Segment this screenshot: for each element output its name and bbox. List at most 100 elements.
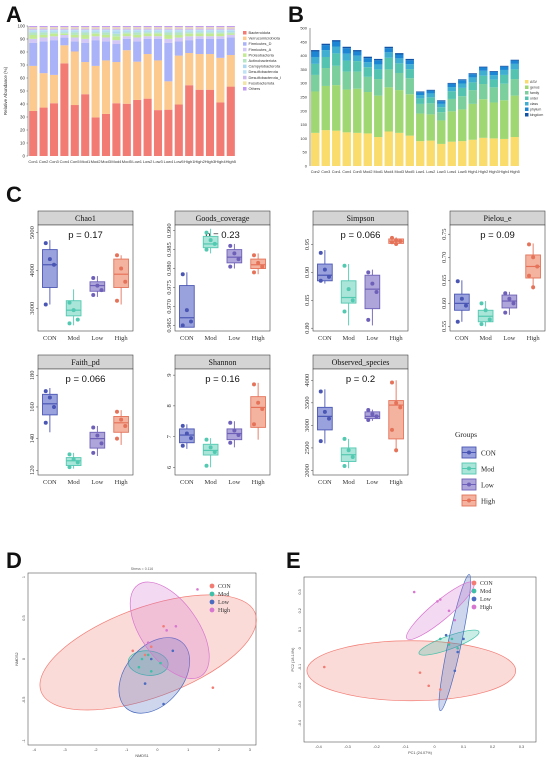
x-tick-label: Mod	[204, 335, 217, 342]
bar-segment	[81, 26, 90, 28]
bar-segment	[321, 130, 330, 166]
data-point	[67, 300, 72, 305]
p-value-label: p = 0.16	[205, 374, 240, 385]
bar-segment	[342, 89, 351, 133]
panel-letter-e: E	[286, 548, 301, 573]
bar-segment	[101, 27, 111, 29]
bar-segment	[112, 44, 121, 63]
data-point	[459, 296, 464, 301]
bar-segment	[216, 57, 225, 103]
y-tick-label: 350	[300, 67, 307, 72]
confidence-ellipse	[39, 594, 257, 711]
bar-segment	[510, 59, 519, 61]
bar-segment	[216, 28, 225, 30]
x-tick-label: Low	[91, 335, 103, 342]
bar-segment	[122, 32, 131, 34]
legend-label: Actinobacteriota	[249, 58, 278, 63]
panel-a-stacked-bar-chart: Relative Abundance (%) 0 10 20 30 40 50 60 70 80 9…	[3, 24, 281, 165]
data-point	[260, 406, 265, 411]
p-value-label: p = 0.17	[68, 230, 103, 241]
bar-segment	[500, 100, 509, 139]
legend-marker	[471, 580, 477, 586]
y-tick-label: 400	[300, 53, 307, 58]
bar-segment	[133, 32, 142, 35]
legend-label: Verrucomicrobiota	[249, 36, 281, 41]
data-point	[447, 609, 451, 613]
legend-swatch	[243, 31, 247, 35]
legend-label: High	[218, 608, 230, 614]
bar-segment	[363, 92, 372, 134]
y-tick-label: 450	[300, 39, 307, 44]
bar-segment	[332, 85, 341, 131]
bar-segment	[426, 89, 435, 91]
bar-segment	[374, 58, 383, 61]
bar-segment	[91, 65, 100, 118]
bar-segment	[321, 45, 330, 51]
x-tick-label: High1	[468, 170, 478, 174]
legend-label: CON	[481, 450, 496, 458]
bar-segment	[91, 33, 100, 37]
bar-segment	[91, 36, 100, 41]
data-point	[370, 281, 375, 286]
bar-segment	[133, 26, 142, 28]
x-tick-label: 0.3	[519, 745, 524, 749]
data-point	[47, 257, 52, 262]
data-point	[346, 448, 351, 453]
y-tick-label: 0.60	[441, 298, 448, 309]
bar-segment	[185, 53, 194, 86]
bar-segment	[49, 26, 59, 28]
x-tick-label: 0.2	[490, 745, 495, 749]
facet-title: Shannon	[209, 358, 237, 367]
bar-segment	[458, 83, 467, 88]
y-tick-label: 2500	[304, 441, 311, 454]
bar-segment	[60, 35, 69, 38]
bar-segment	[101, 28, 111, 30]
data-point	[180, 272, 185, 277]
bar-segment	[437, 112, 446, 121]
data-point	[366, 417, 371, 422]
bar-segment	[49, 29, 59, 32]
data-point	[366, 408, 371, 413]
x-tick-label: High	[252, 335, 266, 342]
bar-segment	[164, 26, 173, 28]
confidence-ellipse	[129, 581, 210, 679]
bar-segment	[395, 72, 404, 91]
x-tick-label: Mod4	[111, 159, 122, 164]
bar-segment	[174, 29, 183, 32]
data-point	[115, 253, 120, 258]
y-tick-label: 140	[29, 434, 36, 444]
x-tick-label: 2	[218, 748, 220, 752]
data-point	[99, 441, 104, 446]
data-point	[412, 590, 416, 594]
bar-segment	[311, 63, 320, 75]
p-value-label: p = 0.2	[346, 374, 375, 385]
data-point	[180, 423, 185, 428]
data-point	[326, 416, 331, 421]
bar-segment	[374, 60, 383, 65]
bar-segment	[395, 54, 404, 59]
bar-segment	[153, 29, 163, 32]
data-point	[95, 283, 100, 288]
bar-segment	[81, 35, 90, 39]
bar-segment	[321, 85, 330, 131]
bar-segment	[332, 53, 341, 66]
bar-segment	[49, 36, 59, 41]
bar-segment	[416, 92, 425, 96]
x-tick-label: Low	[366, 479, 378, 486]
bar-segment	[426, 97, 435, 104]
bar-segment	[70, 29, 79, 32]
y-tick-label: 40	[20, 102, 26, 107]
bar-segment	[29, 27, 38, 29]
bar-segment	[185, 26, 194, 28]
bar-segment	[133, 61, 142, 100]
bar-segment	[226, 26, 235, 28]
data-point	[366, 270, 371, 275]
bar-segment	[437, 100, 446, 102]
bar-segment	[510, 60, 519, 64]
bar-segment	[384, 46, 393, 49]
data-point	[439, 598, 442, 601]
bar-segment	[101, 32, 111, 35]
bar-segment	[226, 29, 235, 32]
bar-segment	[216, 33, 225, 37]
bar-segment	[500, 69, 509, 75]
